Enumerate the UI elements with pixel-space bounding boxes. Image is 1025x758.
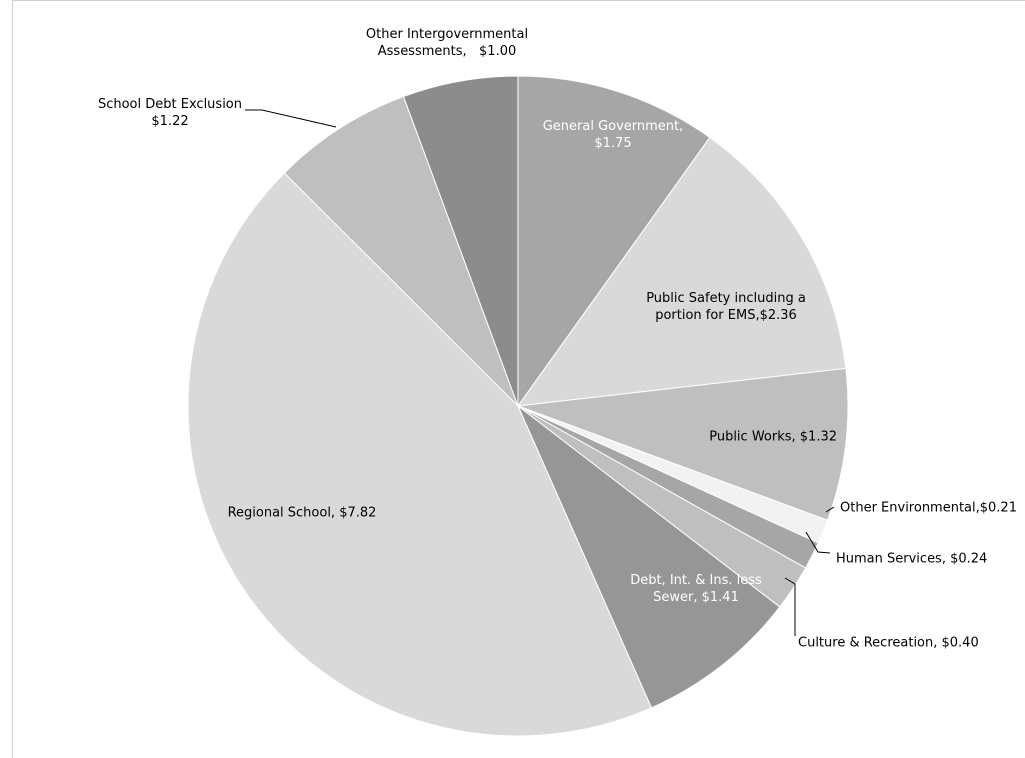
slice-label: School Debt Exclusion $1.22	[98, 97, 242, 129]
slice-label: Other Intergovernmental Assessments, $1.0…	[366, 27, 528, 59]
slice-label: Culture & Recreation, $0.40	[798, 636, 979, 651]
slice-label: Human Services, $0.24	[836, 552, 987, 567]
slice-label: General Government, $1.75	[543, 119, 684, 151]
leader-line	[245, 109, 337, 128]
slice-label: Public Works, $1.32	[709, 430, 837, 445]
slice-label: Regional School, $7.82	[228, 506, 377, 521]
pie-slice	[517, 75, 711, 408]
pie-slice	[187, 172, 653, 737]
leader-line	[784, 577, 796, 636]
pie-slice	[516, 136, 847, 407]
slice-label: Public Safety including a portion for EMS…	[646, 291, 806, 323]
leader-line	[805, 531, 831, 554]
leader-line	[825, 506, 835, 513]
pie-slice	[517, 405, 781, 709]
slice-label: Other Environmental,$0.21	[840, 501, 1017, 516]
pie-slice	[283, 95, 519, 407]
chart-area	[12, 0, 1025, 758]
pie-slice	[402, 75, 519, 407]
slice-label: Debt, Int. & Ins. less Sewer, $1.41	[630, 573, 762, 605]
pie-slice	[517, 367, 849, 521]
